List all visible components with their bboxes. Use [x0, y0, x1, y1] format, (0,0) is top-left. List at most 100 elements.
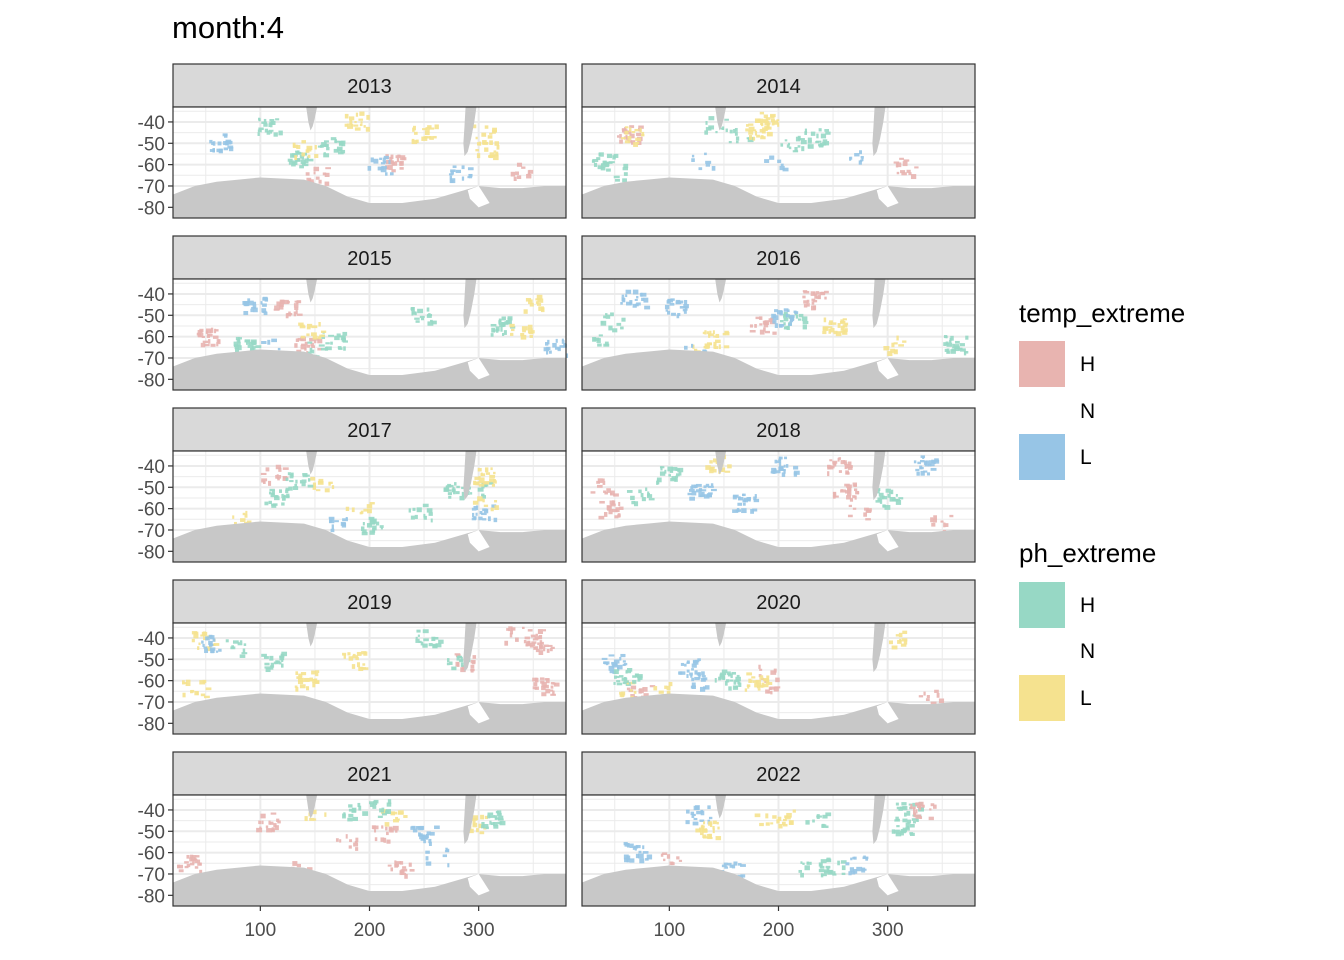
extreme-tile	[345, 506, 350, 511]
extreme-tile	[635, 844, 641, 849]
extreme-tile	[534, 636, 540, 640]
extreme-tile	[822, 814, 828, 819]
extreme-tile	[401, 872, 407, 876]
extreme-tile	[828, 870, 834, 875]
extreme-tile	[494, 505, 499, 510]
extreme-tile	[610, 312, 614, 317]
extreme-tile	[955, 340, 960, 344]
extreme-tile	[256, 827, 263, 833]
extreme-tile	[686, 674, 689, 678]
extreme-tile	[489, 132, 493, 135]
extreme-tile	[294, 343, 298, 348]
extreme-tile	[355, 657, 359, 661]
extreme-tile	[450, 169, 456, 173]
extreme-tile	[314, 680, 320, 684]
y-tick-label: -70	[138, 177, 165, 198]
extreme-tile	[501, 321, 506, 327]
extreme-tile	[482, 140, 487, 145]
extreme-tile	[826, 867, 830, 870]
extreme-tile	[277, 820, 281, 824]
extreme-tile	[690, 811, 695, 816]
extreme-tile	[800, 872, 804, 878]
extreme-tile	[315, 489, 321, 492]
extreme-tile	[304, 816, 308, 822]
extreme-tile	[700, 810, 705, 816]
extreme-tile	[428, 838, 432, 844]
legend-label-ph-n: N	[1080, 640, 1096, 663]
extreme-tile	[748, 130, 754, 135]
extreme-tile	[689, 672, 693, 676]
extreme-tile	[887, 493, 891, 498]
extreme-tile	[666, 690, 671, 696]
extreme-tile	[709, 330, 712, 334]
australia-land	[306, 623, 318, 647]
extreme-tile	[593, 162, 598, 167]
extreme-tile	[630, 685, 637, 690]
extreme-tile	[724, 118, 729, 121]
extreme-tile	[877, 489, 880, 494]
extreme-tile	[325, 342, 330, 345]
extreme-tile	[369, 518, 375, 523]
extreme-tile	[727, 673, 731, 677]
extreme-tile	[684, 345, 688, 350]
extreme-tile	[693, 348, 698, 353]
extreme-tile	[347, 817, 353, 822]
extreme-tile	[755, 679, 761, 685]
extreme-tile	[698, 674, 701, 679]
extreme-tile	[274, 825, 279, 831]
extreme-tile	[395, 861, 402, 865]
extreme-tile	[708, 125, 715, 130]
extreme-tile	[713, 341, 717, 346]
extreme-tile	[305, 172, 310, 176]
extreme-tile	[592, 158, 599, 162]
extreme-tile	[794, 147, 798, 152]
extreme-tile	[279, 303, 284, 307]
extreme-tile	[298, 322, 304, 326]
extreme-tile	[828, 328, 831, 334]
antarctica-land	[582, 865, 975, 906]
extreme-tile	[324, 488, 330, 493]
extreme-tile	[702, 331, 705, 335]
extreme-tile	[736, 674, 740, 678]
extreme-tile	[638, 125, 644, 129]
extreme-tile	[617, 513, 621, 518]
extreme-tile	[504, 640, 509, 646]
extreme-tile	[863, 855, 866, 859]
extreme-tile	[878, 492, 884, 497]
extreme-tile	[301, 343, 306, 346]
extreme-tile	[826, 857, 831, 862]
extreme-tile	[304, 341, 308, 346]
extreme-tile	[320, 330, 327, 333]
extreme-tile	[202, 340, 209, 344]
extreme-tile	[714, 678, 717, 683]
extreme-tile	[793, 465, 799, 470]
extreme-tile	[904, 812, 907, 817]
extreme-tile	[692, 344, 695, 349]
extreme-tile	[840, 330, 846, 333]
extreme-tile	[949, 514, 954, 518]
extreme-tile	[317, 336, 322, 340]
extreme-tile	[292, 486, 299, 491]
extreme-tile	[483, 481, 490, 485]
y-tick-label: -40	[138, 629, 165, 650]
extreme-tile	[421, 136, 428, 141]
extreme-tile	[613, 493, 619, 497]
extreme-tile	[812, 819, 815, 823]
extreme-tile	[523, 639, 527, 644]
extreme-tile	[263, 311, 268, 316]
extreme-tile	[450, 170, 454, 175]
extreme-tile	[354, 127, 361, 131]
extreme-tile	[753, 496, 757, 501]
extreme-tile	[783, 464, 786, 468]
extreme-tile	[281, 651, 288, 657]
extreme-tile	[354, 840, 358, 844]
extreme-tile	[301, 152, 306, 157]
extreme-tile	[774, 309, 779, 313]
extreme-tile	[419, 834, 424, 840]
extreme-tile	[833, 463, 837, 467]
extreme-tile	[506, 628, 510, 631]
extreme-tile	[497, 812, 502, 817]
extreme-tile	[358, 666, 364, 672]
extreme-tile	[404, 873, 408, 879]
extreme-tile	[896, 335, 899, 341]
